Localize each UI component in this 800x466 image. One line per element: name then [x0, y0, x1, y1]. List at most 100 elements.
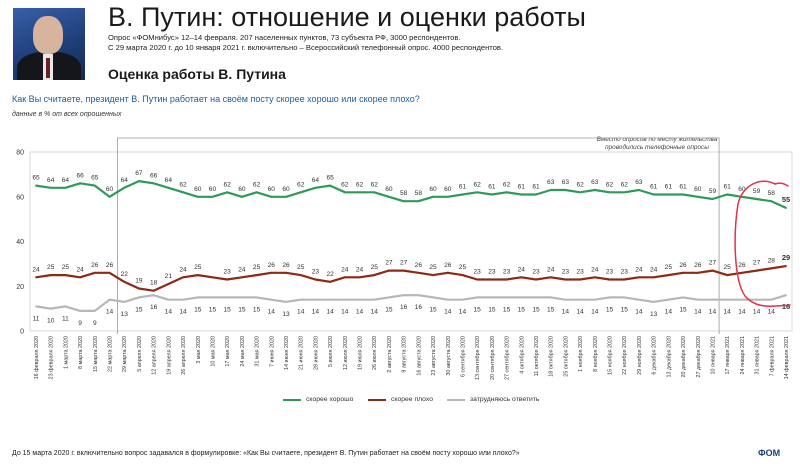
x-tick-label: 1 ноября 2020 [578, 336, 584, 372]
data-label-hard: 11 [62, 315, 69, 322]
data-point-hard [93, 309, 96, 312]
footer-note: До 15 марта 2020 г. включительно вопрос … [12, 450, 520, 457]
data-point-bad [388, 269, 390, 272]
legend-label-hard: затрудняюсь ответить [470, 396, 540, 403]
x-tick-label: 5 июля 2020 [328, 336, 334, 367]
data-point-hard [476, 296, 479, 299]
data-label-good: 62 [606, 181, 614, 188]
data-point-good [49, 186, 52, 189]
data-label-hard: 13 [650, 311, 658, 318]
data-label-good: 60 [282, 186, 290, 193]
x-tick-label: 4 октября 2020 [519, 336, 525, 374]
data-label-hard: 15 [429, 306, 437, 313]
units-note: данные в % от всех опрошенных [12, 111, 122, 118]
data-label-hard: 13 [121, 311, 129, 318]
x-tick-label: 14 июня 2020 [284, 336, 290, 370]
data-label-bad: 25 [297, 264, 305, 271]
legend-item-bad: скорее плохо [368, 396, 433, 403]
data-label-good: 65 [32, 175, 40, 182]
data-label-good: 58 [400, 190, 408, 197]
data-label-hard: 14 [179, 309, 187, 316]
data-label-hard: 14 [341, 309, 349, 316]
survey-meta: Опрос «ФОМнибус» 12–14 февраля. 207 насе… [108, 33, 588, 53]
data-point-good [638, 189, 640, 191]
data-label-good: 60 [694, 186, 702, 193]
data-point-bad [211, 276, 214, 279]
data-label-good: 62 [621, 181, 629, 188]
data-point-bad [93, 271, 96, 274]
data-point-good [432, 195, 434, 198]
data-label-bad: 24 [650, 266, 658, 273]
x-tick-label: 22 марта 2020 [108, 336, 114, 372]
data-label-good: 63 [591, 179, 599, 186]
data-point-bad [667, 274, 670, 276]
y-tick-label: 60 [16, 194, 24, 201]
data-point-bad [696, 271, 699, 274]
data-label-bad: 28 [768, 257, 776, 264]
data-point-good [167, 186, 170, 189]
data-label-hard: 15 [385, 306, 393, 313]
survey-meta-line-1: Опрос «ФОМнибус» 12–14 февраля. 207 насе… [108, 33, 461, 42]
data-point-hard [196, 296, 199, 299]
data-point-good [211, 195, 214, 198]
data-label-bad: 23 [488, 269, 496, 276]
data-label-bad: 23 [576, 269, 584, 276]
data-label-bad: 26 [738, 262, 746, 269]
data-point-good [696, 195, 699, 198]
data-label-bad: 25 [62, 264, 70, 271]
data-point-bad [167, 283, 170, 285]
data-point-hard [608, 296, 611, 299]
data-label-good: 61 [665, 184, 673, 191]
data-point-hard [182, 298, 184, 301]
data-point-hard [711, 298, 714, 301]
x-tick-label: 16 августа 2020 [416, 336, 422, 376]
y-tick-label: 40 [16, 239, 24, 246]
data-point-bad [299, 274, 302, 276]
x-tick-label: 24 мая 2020 [240, 336, 246, 367]
data-point-hard [638, 298, 640, 301]
data-point-good [196, 195, 199, 198]
data-point-bad [343, 276, 346, 279]
annotation-loop [734, 180, 791, 308]
data-label-good: 60 [444, 186, 452, 193]
data-point-good [299, 191, 302, 194]
x-tick-label: 29 ноября 2020 [637, 336, 643, 375]
data-point-hard [211, 296, 214, 299]
data-label-hard: 14 [753, 309, 761, 316]
data-label-good: 63 [547, 179, 555, 186]
data-point-hard [505, 296, 508, 299]
data-point-bad [535, 278, 537, 281]
x-tick-label: 23 августа 2020 [431, 336, 437, 376]
data-label-hard: 15 [518, 306, 526, 313]
data-label-bad: 25 [724, 264, 732, 271]
data-point-bad [593, 276, 596, 279]
x-tick-label: 20 декабря 2020 [681, 336, 687, 378]
x-tick-label: 27 сентября 2020 [505, 336, 511, 380]
data-label-good: 60 [268, 186, 276, 193]
data-point-bad [608, 278, 611, 281]
data-label-good: 61 [488, 184, 496, 191]
legend-swatch-good [283, 398, 301, 401]
data-label-bad: 24 [32, 266, 40, 273]
data-label-good: 64 [121, 177, 129, 184]
data-label-good: 61 [724, 184, 732, 191]
legend-swatch-hard [447, 398, 465, 401]
data-point-hard [652, 301, 655, 303]
x-tick-label: 31 января 2021 [755, 336, 761, 375]
x-tick-label: 13 сентября 2020 [475, 336, 481, 380]
data-point-bad [770, 267, 773, 270]
x-tick-label: 25 октября 2020 [563, 336, 569, 377]
data-label-good: 66 [150, 172, 158, 179]
data-point-good [35, 184, 37, 187]
data-point-bad [123, 280, 126, 283]
data-label-hard: 14 [635, 309, 643, 316]
data-label-hard: 13 [282, 311, 290, 318]
data-label-hard: 15 [621, 306, 629, 313]
data-label-good: 60 [106, 186, 114, 193]
data-label-hard: 10 [47, 318, 55, 325]
data-label-good: 60 [429, 186, 437, 193]
data-label-bad: 23 [312, 269, 320, 276]
data-label-hard: 14 [371, 309, 379, 316]
x-tick-label: 2 августа 2020 [387, 336, 393, 373]
data-label-bad: 23 [224, 269, 232, 276]
